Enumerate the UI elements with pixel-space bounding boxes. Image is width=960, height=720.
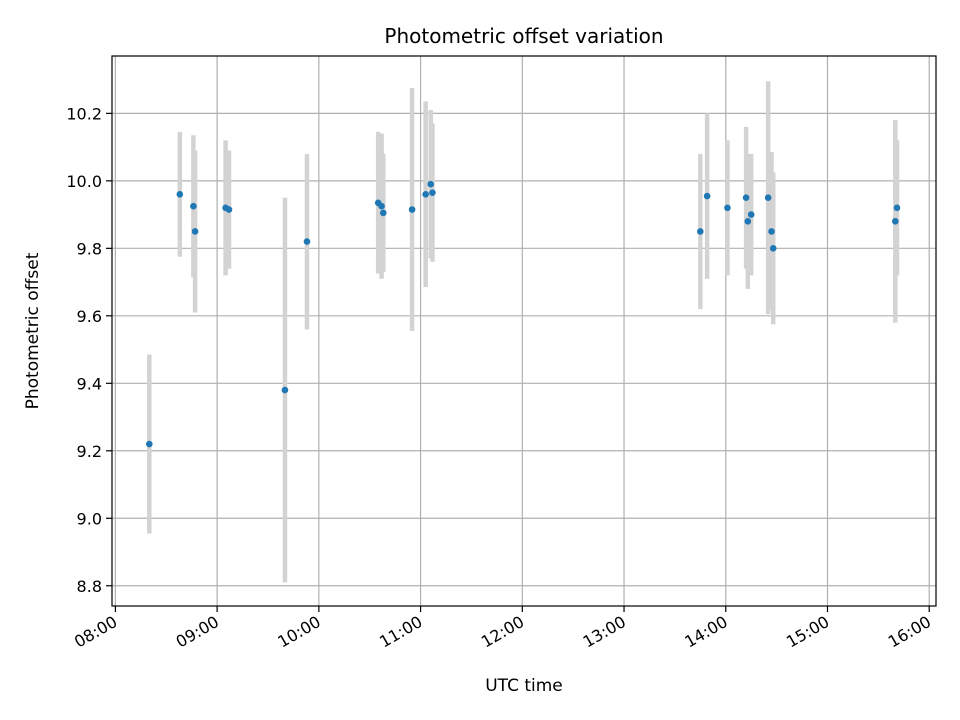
plot-frame: [111, 55, 937, 607]
data-points: [146, 180, 901, 448]
data-point: [303, 238, 311, 245]
data-point: [427, 180, 435, 188]
data-point: [703, 192, 711, 200]
grid-lines: [112, 56, 936, 606]
data-point: [281, 386, 289, 394]
data-point: [429, 189, 436, 196]
y-tick-label: 9.4: [77, 374, 102, 393]
data-point: [768, 228, 775, 235]
data-point: [742, 194, 750, 202]
data-point: [378, 202, 385, 210]
x-axis-label: UTC time: [485, 676, 563, 696]
data-point: [190, 202, 197, 210]
data-point: [747, 211, 755, 218]
y-axis-label: Photometric offset: [23, 252, 43, 409]
data-point: [379, 209, 387, 217]
data-point: [893, 204, 901, 212]
data-point: [724, 204, 731, 212]
chart-title: Photometric offset variation: [384, 24, 663, 48]
data-point: [225, 206, 233, 213]
data-point: [146, 440, 153, 448]
y-axis-ticks: 8.8 9.0 9.2 9.4 9.6 9.8 10.0 10.2: [66, 104, 112, 596]
y-tick-label: 8.8: [77, 577, 102, 596]
y-tick-label: 9.8: [77, 239, 102, 258]
data-point: [769, 245, 777, 252]
data-point: [408, 206, 416, 213]
data-point: [697, 228, 704, 235]
y-tick-label: 10.0: [66, 172, 102, 191]
y-tick-label: 9.0: [77, 509, 102, 528]
data-point: [422, 191, 429, 198]
data-point: [764, 194, 772, 202]
data-point: [191, 228, 199, 235]
data-point: [176, 191, 184, 198]
y-tick-label: 10.2: [66, 104, 102, 123]
data-point: [744, 218, 752, 225]
y-tick-label: 9.6: [77, 307, 102, 326]
y-tick-label: 9.2: [77, 442, 102, 461]
data-point: [892, 218, 899, 225]
